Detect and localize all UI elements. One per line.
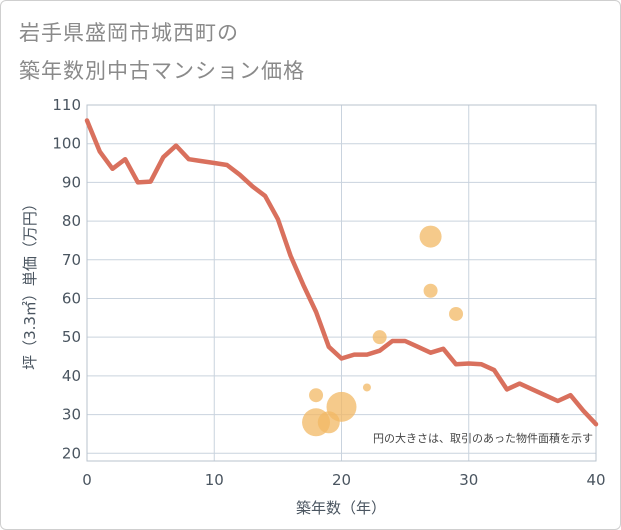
x-tick-label: 20 bbox=[332, 471, 351, 489]
size-note: 円の大きさは、取引のあった物件面積を示す bbox=[373, 431, 593, 445]
scatter-point bbox=[326, 391, 357, 422]
y-tick-label: 110 bbox=[52, 96, 81, 114]
x-tick-label: 10 bbox=[205, 471, 224, 489]
scatter-point bbox=[449, 306, 464, 321]
y-tick-label: 100 bbox=[52, 135, 81, 153]
y-tick-label: 20 bbox=[62, 444, 81, 462]
line-series bbox=[84, 118, 599, 427]
y-tick-label: 90 bbox=[62, 173, 81, 191]
chart-title-line-1: 岩手県盛岡市城西町の bbox=[19, 21, 239, 45]
y-tick-label: 30 bbox=[62, 406, 81, 424]
x-tick-label: 0 bbox=[82, 471, 92, 489]
scatter-point bbox=[423, 283, 438, 298]
plot-frame bbox=[86, 104, 597, 462]
scatter-point bbox=[372, 330, 387, 345]
average-price-line bbox=[84, 118, 599, 427]
axis-ticks: 0 10 20 30 40 20 30 40 50 60 70 80 90 100 110 bbox=[52, 96, 605, 489]
chart-title-line-2: 築年数別中古マンション価格 bbox=[19, 59, 305, 83]
scatter-point bbox=[362, 383, 371, 392]
scatter-point bbox=[309, 388, 324, 403]
y-tick-label: 80 bbox=[62, 212, 81, 230]
scatter-series bbox=[302, 225, 464, 437]
scatter-point bbox=[419, 225, 442, 248]
y-axis-label: 坪（3.3㎡）単価（万円） bbox=[21, 196, 39, 370]
y-tick-label: 40 bbox=[62, 367, 81, 385]
y-tick-label: 70 bbox=[62, 251, 81, 269]
x-tick-label: 40 bbox=[586, 471, 605, 489]
y-tick-label: 50 bbox=[62, 328, 81, 346]
x-tick-label: 30 bbox=[459, 471, 478, 489]
plot-border bbox=[86, 104, 597, 462]
y-tick-label: 60 bbox=[62, 289, 81, 307]
x-axis-label: 築年数（年） bbox=[296, 499, 386, 517]
